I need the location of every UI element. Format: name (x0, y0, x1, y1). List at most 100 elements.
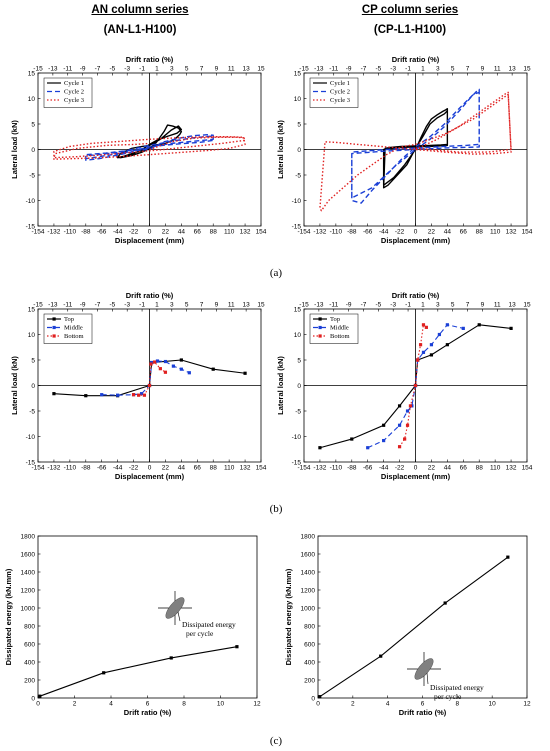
x-tick-label: -66 (97, 465, 107, 472)
y-tick-label: -15 (292, 459, 302, 466)
x-tick-label: -132 (313, 465, 326, 472)
x-tick-label: 6 (146, 701, 150, 708)
legend-marker (52, 325, 56, 330)
data-point-marker (429, 353, 434, 357)
right-series-title: CP column series (361, 4, 459, 16)
top-x-tick-label: 1 (421, 302, 425, 309)
top-x-tick-label: -5 (375, 302, 381, 309)
top-x-tick-label: -3 (124, 66, 130, 73)
y-tick-label: 1800 (301, 533, 316, 540)
top-x-tick-label: 7 (466, 302, 470, 309)
y-axis-title: Lateral load (kN) (276, 356, 285, 415)
top-x-tick-label: 15 (523, 302, 531, 309)
top-x-tick-label: 11 (494, 66, 501, 73)
legend-label: Bottom (330, 333, 350, 340)
y-tick-label: -15 (26, 223, 36, 230)
data-point-marker (408, 404, 413, 408)
data-point-marker (179, 367, 183, 371)
top-x-tick-label: 13 (509, 66, 517, 73)
data-point-marker (84, 394, 88, 398)
x-axis-title: Displacement (mm) (115, 472, 185, 481)
x-tick-label: 132 (506, 229, 517, 236)
data-point-marker (350, 437, 354, 441)
y-tick-label: 15 (294, 70, 302, 77)
x-tick-label: -132 (47, 229, 60, 236)
y-tick-label: -15 (26, 459, 36, 466)
x-tick-label: 22 (428, 229, 436, 236)
data-point-marker (397, 423, 402, 427)
x-tick-label: -66 (363, 465, 373, 472)
top-x-tick-label: 7 (200, 66, 204, 73)
y-axis-title: Dissipated energy (kN.mm) (284, 568, 293, 665)
top-x-tick-label: 3 (170, 66, 174, 73)
right-specimen-title: (CP-L1-H100) (373, 24, 447, 36)
x-tick-label: 110 (490, 229, 501, 236)
data-point-marker (142, 393, 147, 397)
series-line-cycle-3 (319, 91, 512, 212)
x-tick-label: -66 (97, 229, 107, 236)
data-point-marker (163, 370, 168, 374)
y-tick-label: 15 (28, 70, 36, 77)
x-tick-label: 8 (456, 701, 460, 708)
y-tick-label: 10 (28, 332, 36, 339)
series-line-energy (319, 556, 509, 698)
y-tick-label: -15 (292, 223, 302, 230)
data-point-marker (152, 360, 157, 364)
x-tick-label: 6 (421, 701, 425, 708)
y-tick-label: 5 (31, 357, 35, 364)
data-point-marker (418, 343, 423, 347)
top-x-tick-label: 3 (436, 302, 440, 309)
x-tick-label: 8 (182, 701, 186, 708)
top-x-axis-title: Drift ratio (%) (126, 55, 174, 64)
x-tick-label: 2 (73, 701, 77, 708)
y-tick-label: 600 (304, 641, 315, 648)
y-tick-label: -5 (29, 172, 35, 179)
legend-label: Top (330, 316, 340, 323)
panel-label-c: (c) (269, 735, 283, 747)
data-point-marker (163, 359, 168, 364)
left-series-title: AN column series (91, 4, 189, 16)
series-line-cycle-1 (116, 124, 183, 159)
data-point-marker (179, 358, 183, 362)
right-energy-icon-label-line1: Dissipated energy (430, 683, 484, 692)
top-x-tick-label: -1 (139, 302, 145, 309)
series-line-bottom (133, 361, 166, 396)
top-x-tick-label: 11 (228, 66, 235, 73)
x-tick-label: 66 (194, 229, 202, 236)
x-tick-label: 88 (476, 465, 484, 472)
legend-label: Middle (330, 325, 349, 332)
panel-label-a: (a) (269, 267, 283, 279)
x-tick-label: -22 (395, 465, 405, 472)
data-point-marker (149, 362, 153, 366)
top-x-tick-label: -3 (124, 302, 130, 309)
top-x-tick-label: -3 (390, 66, 396, 73)
data-point-marker (379, 654, 383, 658)
y-tick-label: -10 (26, 434, 36, 441)
legend-marker (318, 334, 322, 338)
x-tick-label: 0 (316, 701, 320, 708)
top-x-tick-label: -3 (390, 302, 396, 309)
data-point-marker (171, 364, 175, 368)
y-tick-label: 0 (31, 383, 35, 390)
y-tick-label: 10 (294, 332, 302, 339)
data-point-marker (100, 393, 104, 397)
y-tick-label: 800 (304, 623, 315, 630)
x-tick-label: -110 (330, 229, 343, 236)
data-point-marker (116, 393, 120, 397)
top-x-tick-label: 3 (170, 302, 174, 309)
data-point-marker (421, 350, 426, 354)
data-point-marker (137, 393, 141, 397)
x-tick-label: 88 (210, 465, 218, 472)
x-tick-label: -88 (347, 229, 357, 236)
y-tick-label: 1600 (301, 551, 316, 558)
y-axis-title: Lateral load (kN) (10, 120, 19, 179)
y-tick-label: -10 (292, 198, 302, 205)
x-tick-label: 132 (240, 229, 251, 236)
data-point-marker (158, 367, 162, 371)
x-tick-label: 10 (489, 701, 497, 708)
x-tick-label: -88 (347, 465, 357, 472)
y-tick-label: 1200 (301, 587, 316, 594)
data-point-marker (318, 695, 322, 699)
x-tick-label: 154 (256, 229, 267, 236)
x-tick-label: -154 (31, 465, 44, 472)
